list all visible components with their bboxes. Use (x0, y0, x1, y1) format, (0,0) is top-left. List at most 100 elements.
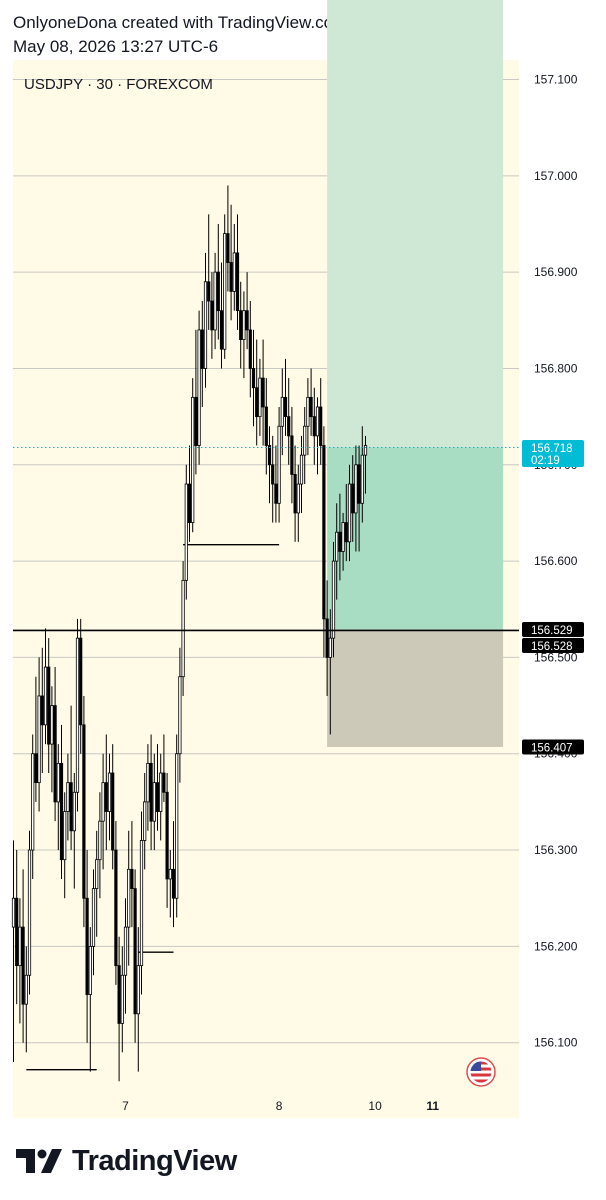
candle-body (184, 483, 188, 581)
candle (149, 734, 153, 851)
stop-zone[interactable] (327, 629, 504, 747)
candle-body (11, 897, 16, 928)
candle (197, 310, 201, 465)
candle (322, 426, 326, 658)
candle (207, 214, 211, 330)
current-price-tag-bg (522, 439, 584, 467)
candle-body (59, 762, 64, 861)
candle-body (40, 695, 44, 726)
candle (235, 214, 240, 330)
candle-body (264, 406, 268, 446)
candle-body (117, 965, 121, 1024)
candle-body (171, 868, 176, 899)
candle (40, 647, 44, 774)
candle-body (296, 483, 300, 514)
candle-body (213, 271, 217, 331)
x-tick-label: 8 (276, 1099, 283, 1113)
candle (319, 378, 323, 465)
candle-body (322, 445, 326, 620)
candle (88, 927, 92, 1072)
candle-body (242, 310, 246, 340)
candle (47, 638, 51, 774)
candle (248, 301, 252, 398)
candle (175, 734, 179, 918)
profit-zone[interactable] (327, 0, 504, 448)
candle (255, 339, 259, 446)
candle (293, 445, 297, 542)
candle (363, 435, 368, 494)
candle (181, 561, 185, 696)
candle (18, 898, 22, 1024)
current-price-tag-text: 02:19 (531, 455, 560, 467)
y-tick-label: 157.000 (534, 169, 578, 183)
candle (277, 406, 281, 523)
candle-body (280, 396, 284, 427)
candle-body (181, 579, 185, 678)
candle (120, 946, 124, 1053)
y-tick-label: 156.800 (534, 361, 578, 375)
candle (136, 927, 140, 1072)
horizontal-rays[interactable] (26, 544, 280, 1071)
candle-body (66, 782, 70, 812)
candle (50, 686, 54, 793)
candle (98, 792, 102, 899)
candle (219, 262, 224, 369)
footer-brand: TradingView (16, 1143, 237, 1179)
candle-body (34, 753, 38, 784)
candle-body (239, 310, 243, 340)
candle-body (229, 262, 233, 292)
candle (216, 223, 220, 340)
candle-body (210, 300, 214, 331)
candle (261, 339, 265, 446)
price-scale[interactable] (519, 60, 593, 1118)
candles (11, 185, 368, 1082)
candle-body (309, 396, 313, 418)
x-tick-label: 11 (426, 1099, 439, 1113)
candle (95, 830, 99, 937)
candle (101, 753, 105, 870)
candle-body (203, 281, 208, 369)
candle (357, 445, 361, 552)
y-tick-label: 156.900 (534, 265, 578, 279)
profit-zone-filled[interactable] (327, 447, 504, 630)
candle (72, 773, 76, 889)
candle-body (31, 753, 35, 851)
candle (114, 821, 118, 985)
candle (63, 792, 67, 899)
us-flag-icon[interactable] (466, 1057, 496, 1087)
y-tick-label: 156.500 (534, 650, 578, 664)
candle-body (155, 782, 160, 812)
candle (306, 378, 310, 456)
candle-body (136, 965, 140, 1015)
candle (123, 898, 128, 1014)
candle-body (91, 888, 96, 947)
candle (200, 301, 204, 407)
chart-credit-line: OnlyoneDona created with TradingView.com… (13, 13, 352, 32)
candle-body (261, 377, 265, 408)
candle-body (363, 445, 368, 456)
candle (223, 214, 227, 359)
candle-body (79, 637, 83, 726)
candle (232, 223, 236, 311)
candle (267, 426, 272, 504)
candle-body (226, 233, 230, 263)
candle-body (267, 445, 272, 466)
candlestick-chart[interactable]: 158.100158.000157.900157.800157.700157.6… (0, 0, 606, 1140)
candle-body (306, 396, 310, 427)
candle (271, 435, 275, 523)
candle-body (178, 676, 182, 755)
candle (341, 512, 345, 571)
candle-body (283, 396, 288, 418)
candle-body (274, 483, 278, 504)
candle (85, 850, 89, 1043)
candle-body (53, 705, 57, 803)
position-zones[interactable] (327, 0, 504, 747)
candle-body (290, 435, 294, 475)
y-tick-label: 156.600 (534, 554, 578, 568)
candle-body (187, 483, 192, 523)
candle (184, 464, 188, 600)
candle-body (354, 464, 358, 514)
chart-title: USDJPY · 30 · FOREXCOM (24, 76, 213, 93)
x-tick-label: 10 (368, 1099, 382, 1113)
